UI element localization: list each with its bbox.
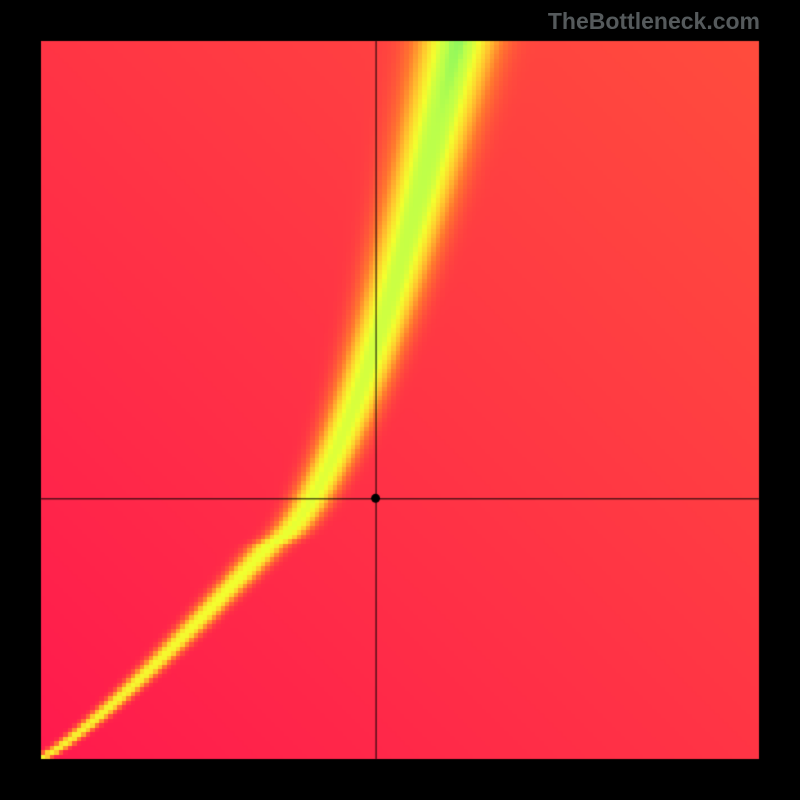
crosshair-canvas <box>0 0 800 800</box>
chart-root: TheBottleneck.com <box>0 0 800 800</box>
